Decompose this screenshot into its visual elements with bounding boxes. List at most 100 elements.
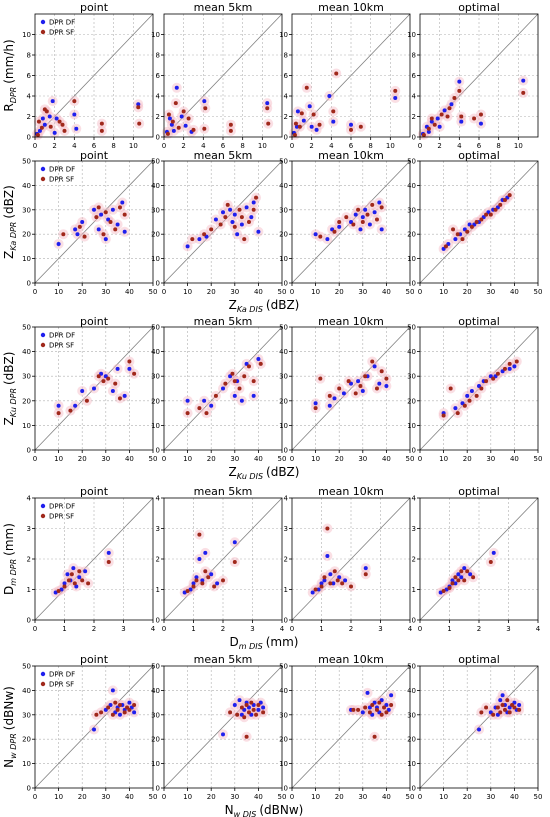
point-dpr-df xyxy=(453,406,458,411)
point-dpr-sf xyxy=(66,578,71,583)
point-dpr-df xyxy=(256,707,261,712)
point-dpr-df xyxy=(50,99,55,104)
y-tick-label: 10 xyxy=(279,422,288,430)
point-dpr-sf xyxy=(99,128,104,133)
point-dpr-df xyxy=(115,366,120,371)
panel-title: optimal xyxy=(458,149,500,162)
point-dpr-df xyxy=(174,85,179,90)
point-dpr-df xyxy=(185,398,190,403)
y-tick-label: 40 xyxy=(22,687,31,695)
ylabel-label: Dm DPR (mm) xyxy=(2,523,18,595)
panel-R-3: optimal 0 2 4 6 8 10 0 2 4 6 8 10 xyxy=(407,1,539,150)
y-tick-label: 20 xyxy=(407,736,416,744)
legend-label-dpr-df: DPR DF xyxy=(49,503,75,511)
point-dpr-sf xyxy=(328,581,333,586)
point-dpr-sf xyxy=(82,234,87,239)
point-dpr-sf xyxy=(465,569,470,574)
point-dpr-sf xyxy=(99,121,104,126)
point-dpr-sf xyxy=(209,227,214,232)
point-dpr-sf xyxy=(349,584,353,589)
point-dpr-df xyxy=(517,703,522,708)
point-dpr-df xyxy=(136,102,141,107)
point-dpr-df xyxy=(337,575,342,580)
x-tick-label: 40 xyxy=(510,288,519,296)
y-tick-label: 20 xyxy=(279,397,288,405)
point-dpr-sf xyxy=(84,398,89,403)
point-dpr-df xyxy=(389,693,394,698)
point-dpr-sf xyxy=(103,210,108,215)
ylabel-label-main: Z xyxy=(2,251,16,259)
point-dpr-df xyxy=(53,590,58,595)
point-dpr-sf xyxy=(170,119,175,124)
y-tick-label: 0 xyxy=(27,785,31,793)
y-tick-label: 20 xyxy=(279,231,288,239)
point-dpr-sf xyxy=(512,705,517,710)
ylabel-label-main: R xyxy=(2,103,16,111)
x-tick-label: 2 xyxy=(221,625,225,633)
y-tick-label: 30 xyxy=(407,206,416,214)
point-dpr-sf xyxy=(374,386,379,391)
point-dpr-sf xyxy=(60,122,65,127)
point-dpr-sf xyxy=(115,707,120,712)
xlabel-label-text: Nw DIS (dBNw) xyxy=(225,803,304,817)
y-tick-label: 4 xyxy=(284,495,289,503)
y-tick-label: 0 xyxy=(412,280,416,288)
point-dpr-df xyxy=(221,210,225,215)
panel-title: mean 10km xyxy=(318,1,384,14)
point-dpr-sf xyxy=(242,374,247,379)
point-dpr-df xyxy=(117,712,122,717)
point-dpr-sf xyxy=(228,710,233,715)
y-tick-label: 0 xyxy=(156,280,160,288)
y-tick-label: 50 xyxy=(151,324,160,332)
point-dpr-df xyxy=(194,575,199,580)
y-tick-label: 3 xyxy=(284,525,288,533)
x-tick-label: 8 xyxy=(240,142,244,150)
legend-label-dpr-sf: DPR SF xyxy=(49,342,74,350)
x-tick-label: 30 xyxy=(358,288,367,296)
x-tick-label: 40 xyxy=(382,288,391,296)
one-to-one-line xyxy=(291,497,411,621)
point-dpr-sf xyxy=(514,359,519,364)
y-tick-label: 1 xyxy=(27,586,31,594)
point-dpr-df xyxy=(83,569,88,574)
point-dpr-sf xyxy=(379,369,384,374)
point-dpr-df xyxy=(325,553,330,558)
point-dpr-sf xyxy=(384,376,389,381)
y-tick-label: 40 xyxy=(407,348,416,356)
x-tick-label: 0 xyxy=(418,625,422,633)
point-dpr-sf xyxy=(379,205,384,210)
point-dpr-df xyxy=(363,566,368,571)
point-dpr-df xyxy=(444,587,449,592)
point-dpr-df xyxy=(337,224,342,229)
x-tick-label: 10 xyxy=(183,793,192,801)
point-dpr-df xyxy=(327,403,332,408)
point-dpr-sf xyxy=(237,207,242,212)
one-to-one-line xyxy=(419,497,539,621)
point-dpr-df xyxy=(122,229,127,234)
point-dpr-sf xyxy=(471,575,476,580)
y-tick-label: 40 xyxy=(151,182,160,190)
point-dpr-df xyxy=(393,96,398,101)
ylabel-label-text: Nw DPR (dBNw) xyxy=(2,686,18,768)
point-dpr-df xyxy=(384,384,389,389)
point-dpr-sf xyxy=(206,575,211,580)
y-tick-label: 20 xyxy=(151,231,160,239)
point-dpr-df xyxy=(56,241,61,246)
ylabel-label-text: RDPR (mm/h) xyxy=(2,39,18,111)
panel-title: point xyxy=(80,315,109,328)
point-dpr-sf xyxy=(202,232,207,237)
x-tick-label: 20 xyxy=(78,455,87,463)
x-tick-label: 50 xyxy=(149,455,158,463)
point-dpr-sf xyxy=(185,589,190,594)
xlabel-label-main: N xyxy=(225,803,234,817)
y-tick-label: 50 xyxy=(22,158,31,166)
point-dpr-df xyxy=(251,200,256,205)
panel-title: mean 5km xyxy=(194,149,253,162)
point-dpr-sf xyxy=(456,578,461,583)
y-tick-label: 10 xyxy=(151,31,160,39)
x-tick-label: 0 xyxy=(290,793,294,801)
point-dpr-df xyxy=(500,693,505,698)
point-dpr-sf xyxy=(453,575,458,580)
point-dpr-df xyxy=(507,366,512,371)
point-dpr-sf xyxy=(374,217,379,222)
